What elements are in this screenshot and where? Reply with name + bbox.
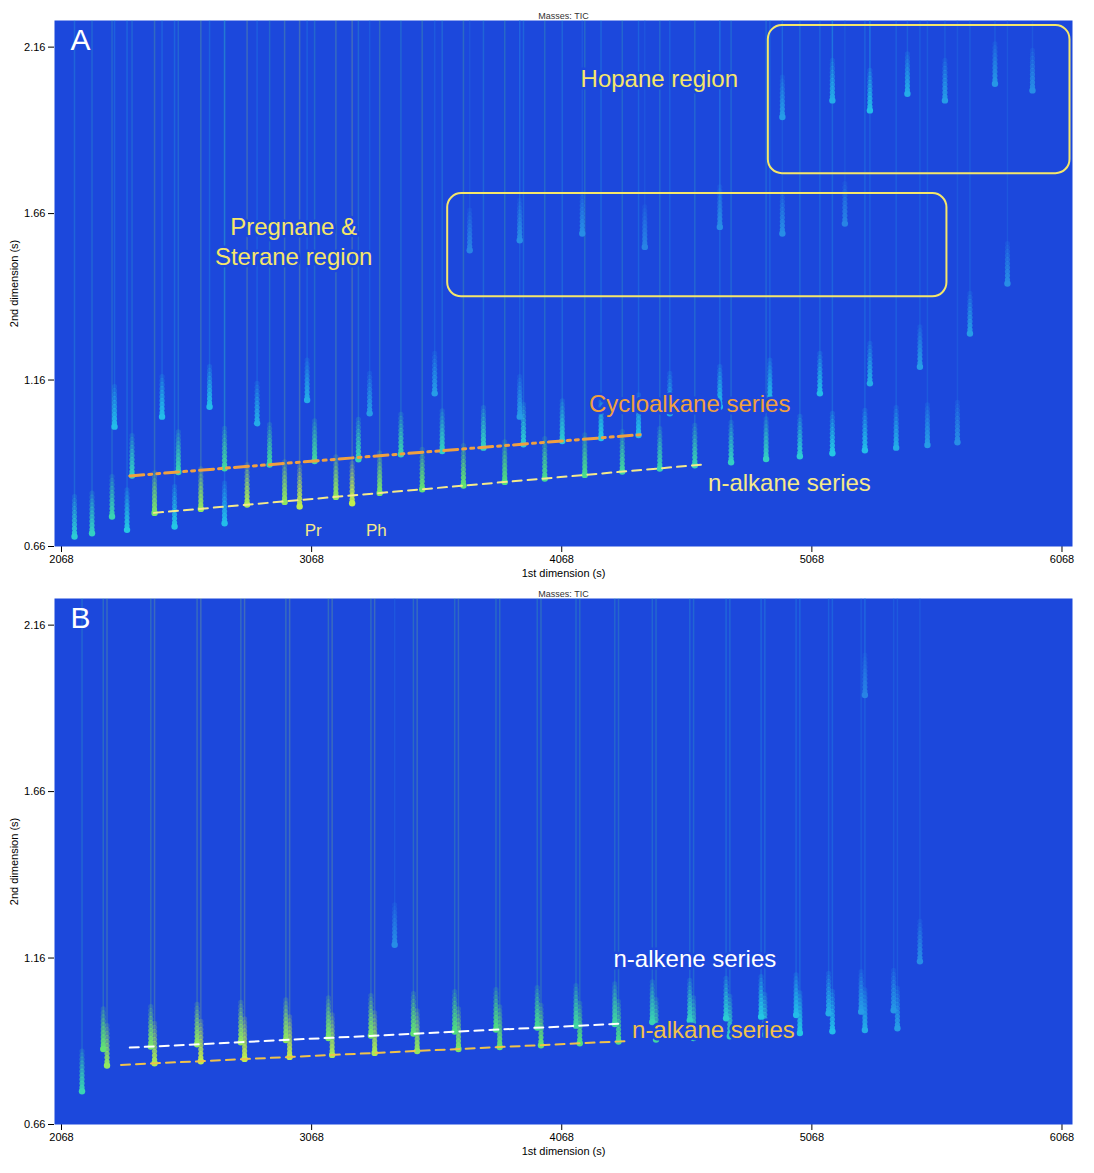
svg-text:0.66: 0.66 [24, 540, 45, 552]
svg-text:Cycloalkane series: Cycloalkane series [589, 390, 790, 417]
svg-text:A: A [71, 23, 91, 56]
svg-text:Masses: TIC: Masses: TIC [538, 589, 589, 599]
svg-text:5068: 5068 [800, 553, 824, 565]
svg-text:6068: 6068 [1050, 1131, 1074, 1143]
svg-text:1.66: 1.66 [24, 207, 45, 219]
svg-text:1.66: 1.66 [24, 785, 45, 797]
svg-text:B: B [71, 601, 91, 634]
svg-text:6068: 6068 [1050, 553, 1074, 565]
svg-text:1st dimension (s): 1st dimension (s) [522, 1145, 606, 1157]
svg-text:3068: 3068 [299, 1131, 323, 1143]
svg-text:n-alkene series: n-alkene series [614, 945, 777, 972]
svg-text:Hopane region: Hopane region [581, 65, 738, 92]
svg-text:2068: 2068 [49, 553, 73, 565]
svg-text:4068: 4068 [550, 1131, 574, 1143]
svg-text:1.16: 1.16 [24, 374, 45, 386]
svg-text:Masses: TIC: Masses: TIC [538, 11, 589, 21]
svg-text:2068: 2068 [49, 1131, 73, 1143]
svg-text:0.66: 0.66 [24, 1118, 45, 1130]
svg-text:4068: 4068 [550, 553, 574, 565]
svg-text:2.16: 2.16 [24, 619, 45, 631]
svg-text:3068: 3068 [299, 553, 323, 565]
svg-text:1.16: 1.16 [24, 952, 45, 964]
svg-text:Pr: Pr [305, 521, 322, 540]
svg-text:Ph: Ph [366, 521, 387, 540]
svg-text:Pregnane &Sterane region: Pregnane &Sterane region [215, 213, 372, 270]
svg-text:1st dimension (s): 1st dimension (s) [522, 567, 606, 579]
svg-text:5068: 5068 [800, 1131, 824, 1143]
svg-text:n-alkane series: n-alkane series [708, 469, 871, 496]
svg-text:2.16: 2.16 [24, 41, 45, 53]
svg-text:2nd dimension (s): 2nd dimension (s) [8, 240, 20, 327]
svg-text:2nd dimension (s): 2nd dimension (s) [8, 818, 20, 905]
svg-text:n-alkane series: n-alkane series [632, 1016, 795, 1043]
